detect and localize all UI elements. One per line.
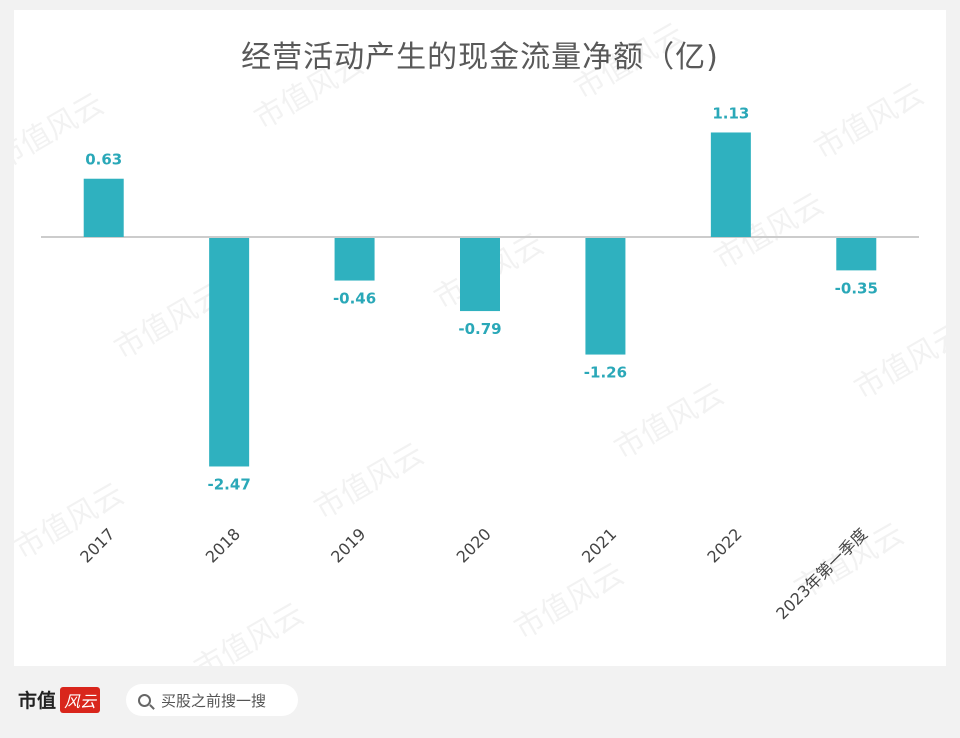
- bar: [585, 238, 626, 355]
- watermark-text: 市值风云: [14, 477, 130, 567]
- watermark-text: 市值风云: [609, 377, 730, 467]
- x-tick-label: 2019: [327, 524, 369, 566]
- search-text: 买股之前搜一搜: [161, 691, 267, 710]
- brand-text: 市值: [18, 690, 57, 712]
- watermark-text: 市值风云: [809, 77, 930, 167]
- brand-seal: 风云: [60, 686, 101, 713]
- data-label: -0.46: [333, 290, 376, 308]
- chart-card: 经营活动产生的现金流量净额（亿) 市值风云 市值风云 市值风云 市值风云 市值风云 市值风…: [14, 10, 946, 666]
- bar: [83, 178, 124, 237]
- x-tick-label: 2020: [453, 524, 495, 566]
- data-label: -1.26: [584, 364, 627, 382]
- watermark-text: 市值风云: [189, 597, 310, 666]
- watermark-text: 市值风云: [569, 17, 690, 107]
- brand-logo: 市值 风云: [18, 686, 101, 713]
- footer-bar: 市值 风云 买股之前搜一搜: [0, 672, 960, 738]
- data-label: -0.79: [458, 320, 501, 338]
- search-icon: [138, 693, 151, 707]
- x-tick-label: 2018: [202, 524, 244, 566]
- data-label: -0.35: [835, 279, 878, 297]
- watermark-text: 市值风云: [309, 437, 430, 527]
- watermark-text: 市值风云: [249, 47, 370, 137]
- data-label: 0.63: [85, 151, 122, 169]
- search-box[interactable]: 买股之前搜一搜: [126, 684, 298, 716]
- bar: [460, 238, 500, 312]
- chart-title: 经营活动产生的现金流量净额（亿): [241, 40, 719, 75]
- watermark-text: 市值风云: [509, 557, 630, 647]
- data-label: 1.13: [712, 104, 749, 122]
- x-tick-label: 2022: [703, 524, 745, 566]
- bar: [710, 132, 751, 237]
- bar: [334, 238, 375, 281]
- watermark-text: 市值风云: [849, 317, 946, 407]
- bar: [209, 238, 250, 467]
- bar: [836, 238, 877, 271]
- data-label: -2.47: [208, 475, 251, 493]
